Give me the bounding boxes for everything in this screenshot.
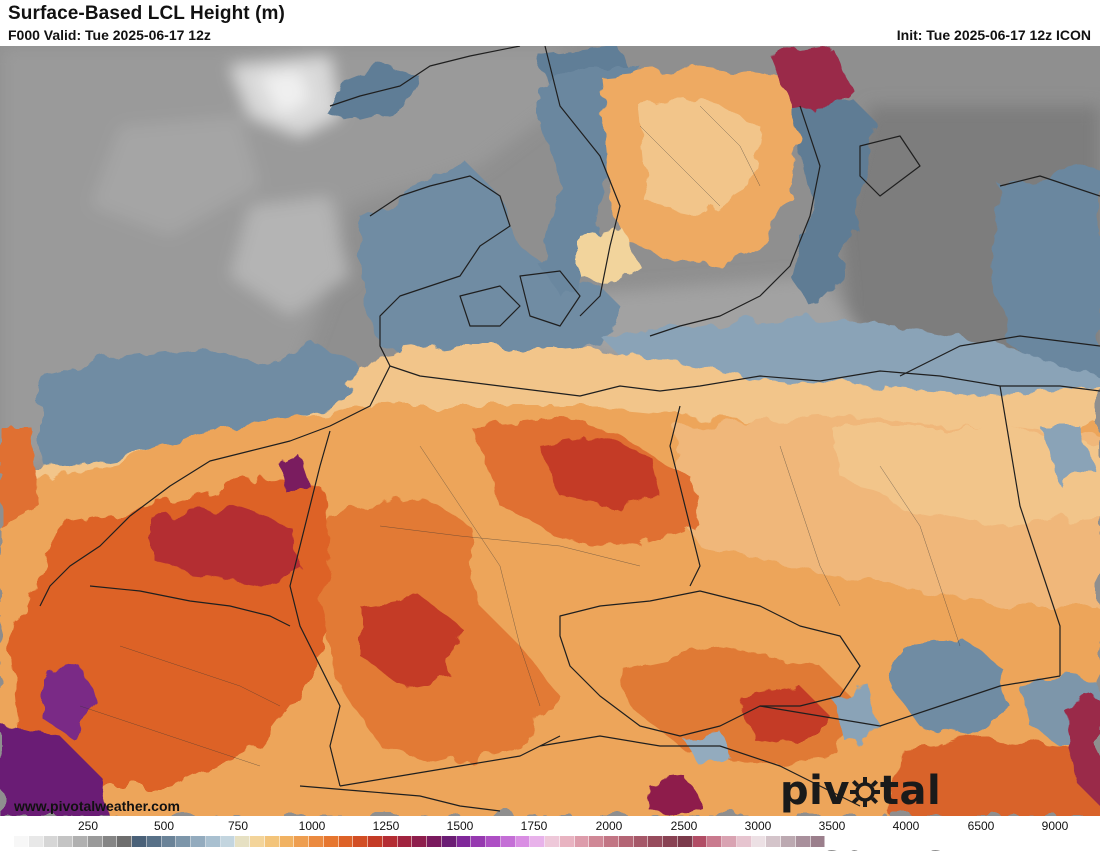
lcl-field [0, 46, 1100, 816]
lcl-height-map[interactable] [0, 46, 1100, 816]
valid-time: F000 Valid: Tue 2025-06-17 12z [8, 27, 211, 43]
colorbar-swatch [73, 836, 88, 847]
colorbar-swatch [191, 836, 206, 847]
sun-gear-icon [849, 768, 880, 814]
colorbar-swatch [161, 836, 177, 847]
colorbar-swatch [441, 836, 457, 847]
colorbar-swatch [530, 836, 545, 847]
header: Surface-Based LCL Height (m) F000 Valid:… [0, 0, 1100, 46]
colorbar-swatch [279, 836, 295, 847]
colorbar-swatch [766, 836, 781, 847]
colorbar-swatch [58, 836, 73, 847]
colorbar-swatch [117, 836, 132, 847]
colorbar-swatch [663, 836, 678, 847]
colorbar-swatch [692, 836, 708, 847]
colorbar-swatch [338, 836, 354, 847]
colorbar-swatch [43, 836, 59, 847]
colorbar-swatch [707, 836, 722, 847]
colorbar-tick: 2000 [595, 819, 623, 833]
source-url[interactable]: www.pivotalweather.com [14, 798, 180, 814]
colorbar-swatch [751, 836, 767, 847]
admin-borders [79, 105, 961, 767]
country-borders [39, 46, 1100, 812]
colorbar-swatch [559, 836, 575, 847]
colorbar-tick: 1000 [298, 819, 326, 833]
colorbar-swatch [176, 836, 191, 847]
colorbar-swatch [102, 836, 118, 847]
colorbar-swatch [87, 836, 103, 847]
colorbar-swatch [486, 836, 501, 847]
colorbar-swatch [309, 836, 324, 847]
colorbar-swatch [28, 836, 44, 847]
colorbar-swatch [368, 836, 383, 847]
colorbar-swatch [264, 836, 280, 847]
brand-text-start: piv [780, 768, 850, 814]
colorbar-swatch [795, 836, 811, 847]
colorbar-swatch [427, 836, 442, 847]
colorbar-swatch [323, 836, 339, 847]
colorbar: 250 500 750 1000 1250 1500 1750 2000 250… [0, 816, 1100, 850]
colorbar-tick: 750 [227, 819, 249, 833]
colorbar-swatch [677, 836, 693, 847]
colorbar-swatch [648, 836, 663, 847]
colorbar-tick: 1250 [372, 819, 400, 833]
colorbar-swatch [250, 836, 265, 847]
colorbar-swatches [14, 836, 826, 847]
colorbar-swatch [736, 836, 752, 847]
colorbar-tick: 2500 [670, 819, 698, 833]
colorbar-swatch [545, 836, 560, 847]
colorbar-tick: 500 [153, 819, 175, 833]
colorbar-tick: 1500 [446, 819, 474, 833]
colorbar-tick: 250 [77, 819, 99, 833]
colorbar-swatch [589, 836, 604, 847]
colorbar-swatch [515, 836, 531, 847]
colorbar-tick: 6500 [967, 819, 995, 833]
colorbar-swatch [810, 836, 826, 847]
colorbar-swatch [500, 836, 516, 847]
colorbar-tick: 3000 [744, 819, 772, 833]
colorbar-tick: 9000 [1041, 819, 1069, 833]
map-canvas [0, 46, 1100, 816]
colorbar-swatch [205, 836, 221, 847]
colorbar-swatch [618, 836, 634, 847]
map-title: Surface-Based LCL Height (m) [8, 3, 285, 24]
colorbar-swatch [471, 836, 486, 847]
colorbar-swatch [294, 836, 309, 847]
colorbar-swatch [382, 836, 398, 847]
colorbar-labels: 250 500 750 1000 1250 1500 1750 2000 250… [0, 816, 1100, 834]
colorbar-tick: 1750 [520, 819, 548, 833]
colorbar-swatch [353, 836, 368, 847]
colorbar-swatch [132, 836, 147, 847]
colorbar-swatch [14, 836, 29, 847]
colorbar-swatch [574, 836, 590, 847]
colorbar-swatch [456, 836, 472, 847]
colorbar-swatch [397, 836, 413, 847]
colorbar-swatch [604, 836, 619, 847]
colorbar-swatch [722, 836, 737, 847]
colorbar-swatch [633, 836, 649, 847]
init-time: Init: Tue 2025-06-17 12z ICON [896, 27, 1091, 43]
colorbar-swatch [412, 836, 427, 847]
colorbar-swatch [235, 836, 250, 847]
colorbar-swatch [220, 836, 236, 847]
colorbar-tick: 4000 [892, 819, 920, 833]
colorbar-swatch [781, 836, 796, 847]
colorbar-tick: 3500 [818, 819, 846, 833]
colorbar-swatch [146, 836, 162, 847]
